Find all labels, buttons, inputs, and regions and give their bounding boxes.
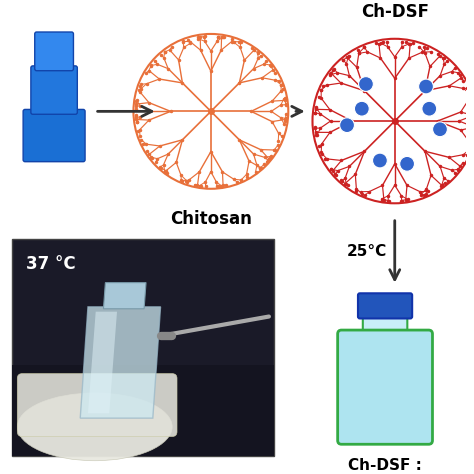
Circle shape [400,156,414,171]
Circle shape [355,101,369,116]
Polygon shape [80,307,161,418]
Text: 25°C: 25°C [347,244,387,259]
Circle shape [373,153,387,168]
Circle shape [433,122,447,137]
Polygon shape [12,365,274,456]
FancyBboxPatch shape [23,109,85,162]
Text: 37 °C: 37 °C [26,255,76,273]
Circle shape [422,101,437,116]
Text: Ch-DSF :: Ch-DSF : [348,458,422,473]
FancyBboxPatch shape [18,374,177,437]
Circle shape [358,77,374,91]
Text: Ch-DSF: Ch-DSF [361,3,429,21]
Circle shape [312,39,474,203]
Ellipse shape [18,393,172,461]
FancyBboxPatch shape [31,66,77,114]
FancyBboxPatch shape [345,343,426,432]
FancyBboxPatch shape [363,316,407,335]
Circle shape [340,118,355,133]
Polygon shape [88,312,117,413]
Circle shape [419,79,433,94]
FancyBboxPatch shape [35,32,73,71]
Polygon shape [103,283,146,309]
FancyBboxPatch shape [12,239,274,456]
FancyBboxPatch shape [337,330,432,444]
Text: Chitosan: Chitosan [170,210,252,228]
FancyBboxPatch shape [358,293,412,319]
Circle shape [134,34,288,189]
